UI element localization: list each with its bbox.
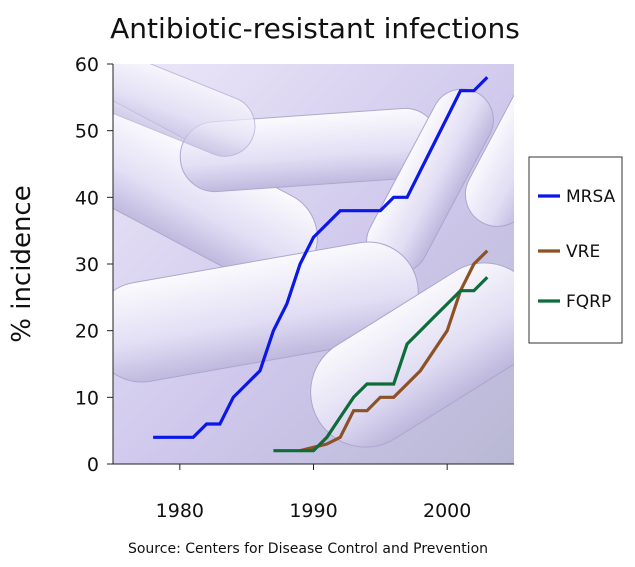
y-tick-label: 20: [75, 321, 99, 343]
legend: MRSA VRE FQRP: [528, 156, 623, 344]
x-tick-label: 1980: [156, 500, 204, 522]
series-line-mrsa: [153, 76, 489, 439]
x-tick-label: 1990: [289, 500, 337, 522]
legend-items: MRSA VRE FQRP: [538, 187, 616, 312]
plot-background: [113, 64, 514, 464]
y-tick-label: 10: [75, 387, 99, 409]
legend-label-vre: VRE: [566, 242, 600, 262]
series-line-vre: [299, 249, 489, 453]
series-line-fqrp: [273, 276, 489, 453]
y-tick-label: 60: [75, 54, 99, 76]
y-tick-label: 50: [75, 121, 99, 143]
legend-label-mrsa: MRSA: [566, 187, 616, 207]
y-ticks: 0 10 20 30 40 50 60: [75, 54, 113, 476]
y-tick-label: 30: [75, 254, 99, 276]
x-ticks: 1980 1990 2000: [156, 464, 471, 522]
y-axis-label: % incidence: [7, 185, 37, 342]
x-tick-label: 2000: [423, 500, 471, 522]
legend-label-fqrp: FQRP: [566, 292, 611, 312]
y-tick-label: 0: [87, 454, 99, 476]
source-note: Source: Centers for Disease Control and …: [128, 541, 488, 557]
bacteria-rods: [113, 64, 514, 448]
chart-title: Antibiotic-resistant infections: [110, 12, 520, 45]
y-tick-label: 40: [75, 187, 99, 209]
series-lines: [153, 76, 489, 453]
